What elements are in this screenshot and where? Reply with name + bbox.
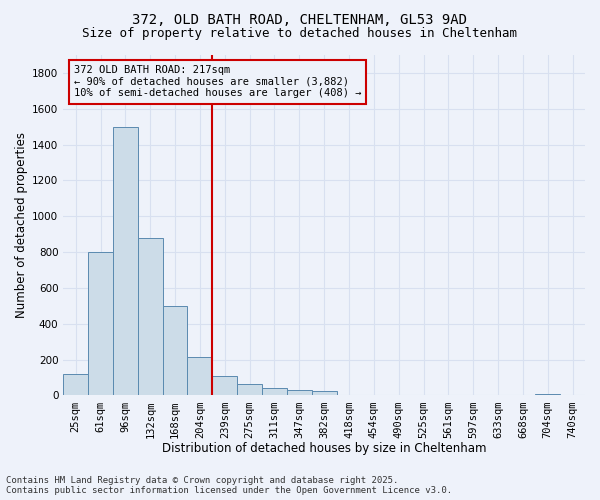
- Bar: [163, 306, 187, 396]
- Y-axis label: Number of detached properties: Number of detached properties: [15, 132, 28, 318]
- X-axis label: Distribution of detached houses by size in Cheltenham: Distribution of detached houses by size …: [162, 442, 487, 455]
- Text: Contains HM Land Registry data © Crown copyright and database right 2025.
Contai: Contains HM Land Registry data © Crown c…: [6, 476, 452, 495]
- Text: 372 OLD BATH ROAD: 217sqm
← 90% of detached houses are smaller (3,882)
10% of se: 372 OLD BATH ROAD: 217sqm ← 90% of detac…: [74, 65, 361, 98]
- Bar: [113, 126, 138, 396]
- Bar: [138, 238, 163, 396]
- Bar: [287, 390, 312, 396]
- Bar: [88, 252, 113, 396]
- Text: 372, OLD BATH ROAD, CHELTENHAM, GL53 9AD: 372, OLD BATH ROAD, CHELTENHAM, GL53 9AD: [133, 12, 467, 26]
- Bar: [63, 374, 88, 396]
- Bar: [212, 376, 237, 396]
- Bar: [535, 394, 560, 396]
- Bar: [187, 357, 212, 396]
- Bar: [237, 384, 262, 396]
- Bar: [312, 391, 337, 396]
- Text: Size of property relative to detached houses in Cheltenham: Size of property relative to detached ho…: [83, 28, 517, 40]
- Bar: [262, 388, 287, 396]
